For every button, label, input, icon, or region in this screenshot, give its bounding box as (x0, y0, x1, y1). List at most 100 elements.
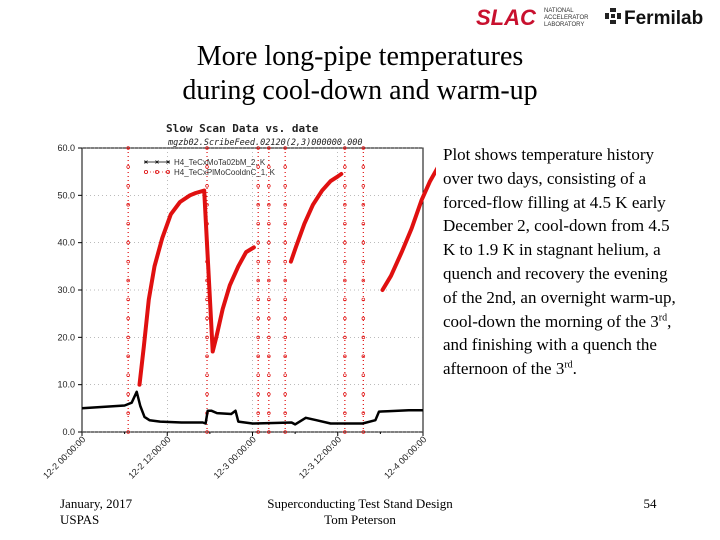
chart-subtitle: mgzb02.ScribeFeed.02120(2,3)000000.000 (167, 138, 362, 148)
description-text-3: . (572, 359, 577, 379)
spike-marker (256, 316, 260, 321)
spike-marker (267, 297, 271, 302)
spike-marker (343, 165, 347, 169)
spike-marker (361, 316, 366, 321)
spike-marker (256, 430, 260, 434)
spike-marker (283, 354, 287, 359)
spike-marker (205, 354, 209, 359)
spike-marker (283, 259, 287, 264)
x-tick-label: 12-4 00:00:00 (382, 434, 428, 480)
y-tick-label: 40.0 (57, 238, 75, 248)
description-sup-2: rd (564, 359, 573, 371)
spike-marker (283, 278, 287, 283)
spike-marker (126, 146, 130, 150)
footer-author: Tom Peterson (324, 512, 396, 527)
spike-marker (256, 297, 260, 302)
spike-marker (343, 278, 347, 283)
series-cooldn-line (137, 188, 256, 387)
footer-course: USPAS (60, 512, 100, 527)
spike-marker (126, 297, 130, 302)
spike-marker (283, 335, 287, 340)
legend-marker (155, 160, 159, 164)
spike-marker (126, 259, 130, 264)
legend-marker (166, 160, 170, 164)
footer-left: January, 2017 USPAS (60, 496, 132, 528)
x-tick-label: 12-2 00:00:00 (41, 434, 87, 480)
footer-talk-title: Superconducting Test Stand Design (267, 496, 453, 511)
spike-marker (343, 373, 347, 377)
spike-marker (343, 316, 347, 321)
spike-marker (361, 221, 366, 226)
spike-marker (267, 146, 271, 150)
spike-marker (283, 240, 287, 245)
spike-marker (205, 430, 209, 434)
slide-title-line-1: More long-pipe temperatures (196, 41, 524, 72)
spike-marker (283, 146, 287, 150)
spike-marker (256, 354, 260, 359)
spike-marker (343, 259, 347, 264)
x-axis: 12-2 00:00:00 12-2 12:00:00 12-3 00:00:00 1… (41, 432, 428, 480)
legend-marker (144, 160, 148, 164)
spike-marker (283, 392, 287, 396)
slide-title: More long-pipe temperatures during cool-… (100, 40, 620, 108)
fermilab-mark-icon (605, 8, 621, 24)
spike-marker (267, 203, 271, 207)
spike-marker (205, 335, 209, 340)
spike-marker (256, 392, 260, 396)
spike-marker (267, 316, 271, 321)
spike-marker (283, 297, 287, 302)
spike-marker (343, 146, 347, 150)
spike-marker (205, 165, 209, 169)
spike-marker (205, 146, 209, 150)
slide-title-line-2: during cool-down and warm-up (182, 75, 538, 106)
footer-date: January, 2017 (60, 496, 133, 511)
spike-marker (256, 165, 260, 169)
spike-marker (361, 297, 366, 302)
slide-description: Plot shows temperature history over two … (443, 143, 683, 381)
spike-marker (126, 165, 130, 169)
spike-marker (126, 316, 130, 321)
spike-marker (361, 335, 366, 340)
spike-marker (361, 240, 366, 245)
spike-marker (126, 373, 130, 377)
spike-marker (205, 373, 209, 377)
spike-marker (343, 221, 347, 226)
spike-marker (283, 184, 287, 188)
description-text-1: Plot shows temperature history over two … (443, 145, 676, 331)
spike-marker (267, 221, 271, 226)
spike-marker (283, 221, 287, 226)
footer-center: Superconducting Test Stand Design Tom Pe… (220, 496, 500, 528)
chart-title: Slow Scan Data vs. date (166, 122, 319, 135)
spike-marker (256, 240, 260, 245)
y-tick-label: 20.0 (57, 332, 75, 342)
spike-marker (256, 184, 260, 188)
spike-marker (256, 278, 260, 283)
spike-marker (343, 411, 347, 415)
spike-marker (256, 221, 260, 226)
page-number: 54 (643, 496, 657, 511)
spike-marker (283, 411, 287, 415)
spike-marker (361, 354, 366, 359)
spike-marker (267, 430, 271, 434)
spike-marker (361, 430, 366, 434)
legend-marker (155, 170, 160, 175)
x-tick-label: 12-2 12:00:00 (126, 434, 172, 480)
spike-marker (126, 335, 130, 340)
fermilab-logo: Fermilab (624, 8, 703, 28)
spike-marker (361, 203, 366, 207)
grid-lines (82, 147, 423, 433)
spike-marker (267, 392, 271, 396)
spike-marker (283, 165, 287, 169)
spike-marker (361, 165, 366, 169)
description-text-2: , and finishing with a quench the aftern… (443, 311, 672, 379)
spike-marker (256, 335, 260, 340)
spike-marker (361, 411, 366, 415)
series-group (81, 166, 436, 426)
description-sup-1: rd (658, 311, 668, 323)
spike-marker (361, 259, 366, 264)
spike-marker (267, 335, 271, 340)
spike-marker (126, 354, 130, 359)
spike-marker (126, 411, 130, 415)
spike-marker (267, 259, 271, 264)
spike-marker (126, 392, 130, 396)
